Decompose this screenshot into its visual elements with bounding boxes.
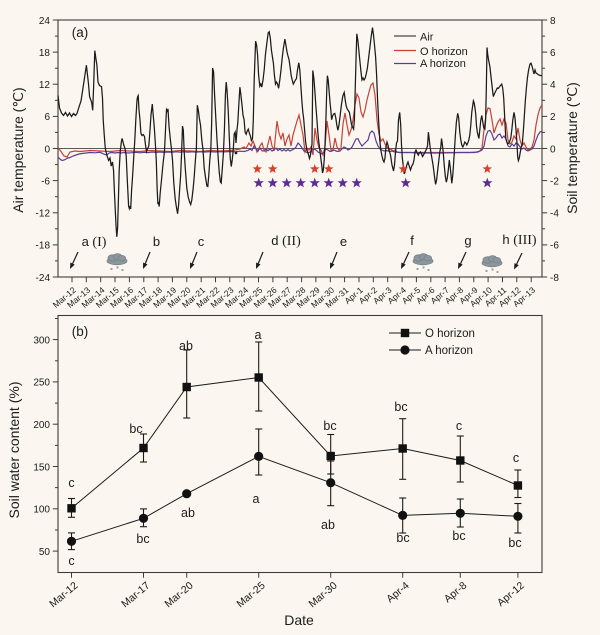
svg-text:100: 100 (33, 505, 50, 516)
svg-text:bc: bc (394, 400, 407, 414)
svg-text:b: b (153, 234, 160, 249)
svg-text:A horizon: A horizon (425, 345, 473, 357)
svg-text:-24: -24 (36, 273, 51, 284)
svg-text:bc: bc (323, 419, 336, 433)
svg-text:bc: bc (396, 531, 409, 545)
svg-text:bc: bc (136, 532, 149, 546)
svg-text:O horizon: O horizon (420, 46, 468, 58)
svg-text:-12: -12 (36, 209, 51, 220)
svg-text:6: 6 (550, 48, 556, 59)
svg-text:c: c (456, 419, 462, 433)
svg-text:18: 18 (39, 48, 51, 59)
svg-text:(a): (a) (72, 25, 89, 40)
svg-text:(b): (b) (72, 324, 89, 339)
svg-text:150: 150 (33, 462, 50, 473)
svg-text:Air temperature (℃): Air temperature (℃) (10, 87, 26, 212)
svg-text:bc: bc (452, 529, 465, 543)
svg-text:g: g (464, 233, 471, 248)
svg-text:12: 12 (39, 80, 51, 91)
svg-text:Soil temperature (℃): Soil temperature (℃) (564, 82, 580, 214)
svg-text:Date: Date (284, 612, 314, 628)
svg-text:250: 250 (33, 378, 50, 389)
svg-text:6: 6 (44, 112, 50, 123)
svg-text:bc: bc (129, 422, 142, 436)
svg-text:c: c (68, 476, 74, 490)
svg-text:bc: bc (508, 536, 521, 550)
svg-text:a: a (255, 328, 262, 342)
svg-text:0: 0 (44, 144, 50, 155)
svg-text:-6: -6 (550, 241, 559, 252)
svg-text:0: 0 (550, 144, 556, 155)
svg-text:4: 4 (550, 80, 556, 91)
svg-text:8: 8 (550, 16, 556, 27)
svg-text:e: e (340, 234, 347, 249)
svg-text:h (III): h (III) (502, 232, 536, 248)
svg-text:f: f (410, 233, 414, 248)
svg-text:300: 300 (33, 335, 50, 346)
svg-text:c: c (198, 234, 205, 249)
svg-text:c: c (68, 554, 74, 568)
svg-text:ab: ab (321, 518, 335, 532)
svg-text:ab: ab (181, 506, 195, 520)
svg-text:-6: -6 (41, 176, 50, 187)
svg-text:a: a (253, 492, 260, 506)
svg-text:-8: -8 (550, 273, 559, 284)
svg-text:24: 24 (39, 16, 51, 27)
svg-text:A horizon: A horizon (420, 58, 466, 70)
svg-text:Soil water content (%): Soil water content (%) (6, 382, 22, 519)
svg-text:50: 50 (39, 547, 51, 558)
svg-text:d (II): d (II) (271, 233, 301, 249)
svg-text:ab: ab (179, 339, 193, 353)
svg-text:-4: -4 (550, 209, 559, 220)
svg-text:c: c (513, 451, 519, 465)
svg-text:200: 200 (33, 420, 50, 431)
svg-text:a (I): a (I) (82, 234, 107, 250)
svg-text:2: 2 (550, 112, 556, 123)
svg-text:O horizon: O horizon (425, 328, 475, 340)
svg-text:-18: -18 (36, 241, 51, 252)
svg-text:-2: -2 (550, 176, 559, 187)
svg-text:Air: Air (420, 32, 434, 44)
